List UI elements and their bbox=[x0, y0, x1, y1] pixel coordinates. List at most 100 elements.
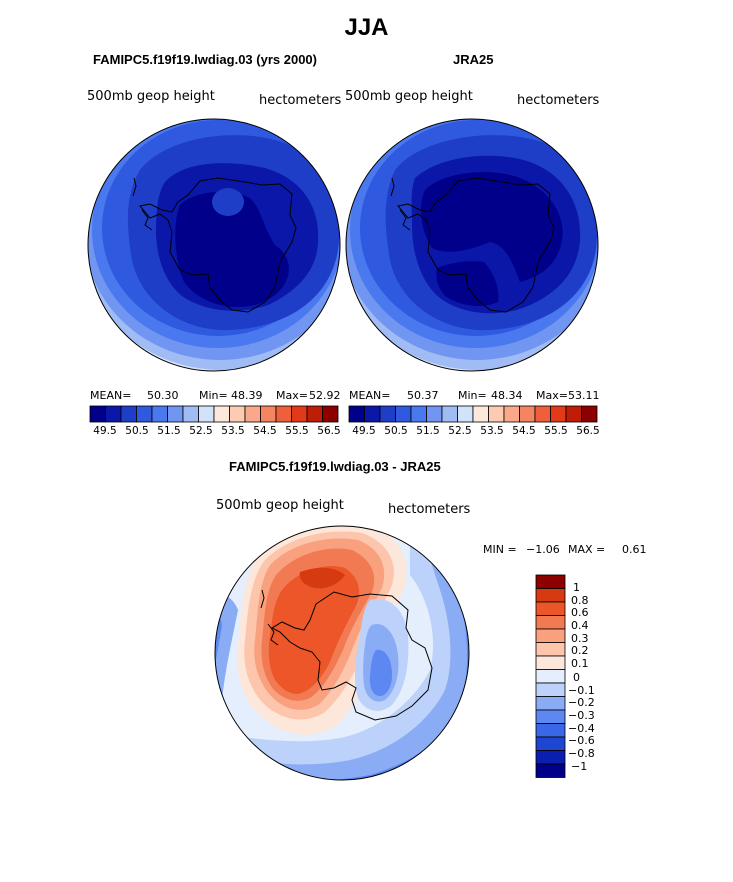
colorbar-cell bbox=[565, 405, 582, 423]
colorbar-cell bbox=[322, 405, 339, 423]
diff-cbar-tick: 0.6 bbox=[571, 606, 589, 619]
diff-cbar-tick: 0.3 bbox=[571, 632, 589, 645]
colorbar-cell bbox=[535, 709, 566, 724]
colorbar-cell bbox=[535, 750, 566, 765]
colorbar-cell bbox=[535, 615, 566, 630]
diff-variable: 500mb geop height bbox=[216, 498, 344, 513]
colorbar-jra25 bbox=[348, 405, 598, 423]
diff-cbar-tick: −0.1 bbox=[568, 684, 595, 697]
panel1-variable: 500mb geop height bbox=[87, 89, 215, 104]
colorbar-cell bbox=[535, 696, 566, 711]
colorbar-cell bbox=[120, 405, 137, 423]
colorbar-cell bbox=[364, 405, 381, 423]
cbar1-tick: 54.5 bbox=[253, 425, 277, 437]
map-jra25-boundary bbox=[345, 118, 599, 372]
colorbar-cell bbox=[519, 405, 536, 423]
cbar1-tick: 49.5 bbox=[93, 425, 117, 437]
colorbar-cell bbox=[151, 405, 168, 423]
colorbar-cell bbox=[535, 574, 566, 589]
cbar1-tick: 52.5 bbox=[189, 425, 213, 437]
colorbar-cell bbox=[535, 736, 566, 751]
colorbar-cell bbox=[275, 405, 292, 423]
panel2-min: 48.34 bbox=[491, 389, 523, 402]
diff-max-label: MAX = bbox=[568, 543, 606, 556]
colorbar-model bbox=[89, 405, 339, 423]
diff-cbar-tick: 0.4 bbox=[571, 619, 589, 632]
panel1-title: FAMIPC5.f19f19.lwdiag.03 (yrs 2000) bbox=[93, 52, 317, 67]
colorbar-cell bbox=[105, 405, 122, 423]
panel1-mean-label: MEAN= bbox=[90, 389, 132, 402]
coastline-jra25 bbox=[390, 177, 555, 313]
diff-cbar-tick: −0.8 bbox=[568, 747, 595, 760]
colorbar-cell bbox=[167, 405, 184, 423]
panel2-variable: 500mb geop height bbox=[345, 89, 473, 104]
panel1-max-label: Max= bbox=[276, 389, 308, 402]
colorbar-cell bbox=[535, 628, 566, 643]
cbar2-tick: 54.5 bbox=[512, 425, 536, 437]
colorbar-cell bbox=[348, 405, 365, 423]
cbar2-tick: 49.5 bbox=[352, 425, 376, 437]
diff-cbar-tick: −0.2 bbox=[568, 696, 595, 709]
cbar1-tick: 56.5 bbox=[317, 425, 341, 437]
colorbar-cell bbox=[182, 405, 199, 423]
diff-cbar-tick: 1 bbox=[573, 581, 580, 594]
colorbar-cell bbox=[535, 588, 566, 603]
season-title: JJA bbox=[344, 14, 389, 41]
colorbar-cell bbox=[291, 405, 308, 423]
colorbar-cell bbox=[488, 405, 505, 423]
panel2-title: JRA25 bbox=[453, 52, 494, 67]
cbar1-tick: 55.5 bbox=[285, 425, 309, 437]
colorbar-cell bbox=[213, 405, 230, 423]
cbar1-tick: 50.5 bbox=[125, 425, 149, 437]
diff-cbar-tick: 0.8 bbox=[571, 594, 589, 607]
panel1-max: 52.92 bbox=[309, 389, 341, 402]
map-difference-boundary bbox=[214, 525, 470, 781]
panel2-units: hectometers bbox=[517, 93, 600, 108]
diff-cbar-tick: −0.3 bbox=[568, 709, 595, 722]
panel2-mean-label: MEAN= bbox=[349, 389, 391, 402]
map-difference bbox=[215, 526, 469, 780]
colorbar-cell bbox=[535, 763, 566, 778]
coastline-model bbox=[132, 177, 297, 313]
diff-cbar-tick: 0.1 bbox=[571, 657, 589, 670]
colorbar-cell bbox=[535, 601, 566, 616]
diff-cbar-tick: −0.6 bbox=[568, 734, 595, 747]
diff-units: hectometers bbox=[388, 502, 471, 517]
colorbar-cell bbox=[229, 405, 246, 423]
diff-cbar-tick: 0 bbox=[573, 671, 580, 684]
colorbar-cell bbox=[472, 405, 489, 423]
map-jra25 bbox=[346, 119, 598, 371]
cbar2-tick: 56.5 bbox=[576, 425, 600, 437]
colorbar-cell bbox=[535, 642, 566, 657]
colorbar-cell bbox=[395, 405, 412, 423]
colorbar-cell bbox=[534, 405, 551, 423]
diff-min-label: MIN = bbox=[483, 543, 517, 556]
colorbar-cell bbox=[503, 405, 520, 423]
cbar2-tick: 50.5 bbox=[384, 425, 408, 437]
diff-min: −1.06 bbox=[526, 543, 560, 556]
cbar2-tick: 51.5 bbox=[416, 425, 440, 437]
cbar2-tick: 53.5 bbox=[480, 425, 504, 437]
panel1-units: hectometers bbox=[259, 93, 342, 108]
colorbar-cell bbox=[426, 405, 443, 423]
colorbar-cell bbox=[441, 405, 458, 423]
diff-title: FAMIPC5.f19f19.lwdiag.03 - JRA25 bbox=[229, 459, 441, 474]
colorbar-cell bbox=[457, 405, 474, 423]
colorbar-difference bbox=[535, 574, 566, 778]
cbar2-tick: 52.5 bbox=[448, 425, 472, 437]
colorbar-cell bbox=[535, 682, 566, 697]
map-model-boundary bbox=[87, 118, 341, 372]
diff-cbar-tick: −1 bbox=[571, 760, 588, 773]
cbar2-tick: 55.5 bbox=[544, 425, 568, 437]
panel1-mean: 50.30 bbox=[147, 389, 179, 402]
colorbar-cell bbox=[535, 669, 566, 684]
coastline-difference bbox=[260, 589, 433, 721]
panel2-max: 53.11 bbox=[568, 389, 600, 402]
colorbar-cell bbox=[581, 405, 598, 423]
panel1-min: 48.39 bbox=[231, 389, 263, 402]
colorbar-cell bbox=[535, 655, 566, 670]
colorbar-cell bbox=[410, 405, 427, 423]
map-model bbox=[88, 119, 340, 371]
colorbar-cell bbox=[89, 405, 106, 423]
